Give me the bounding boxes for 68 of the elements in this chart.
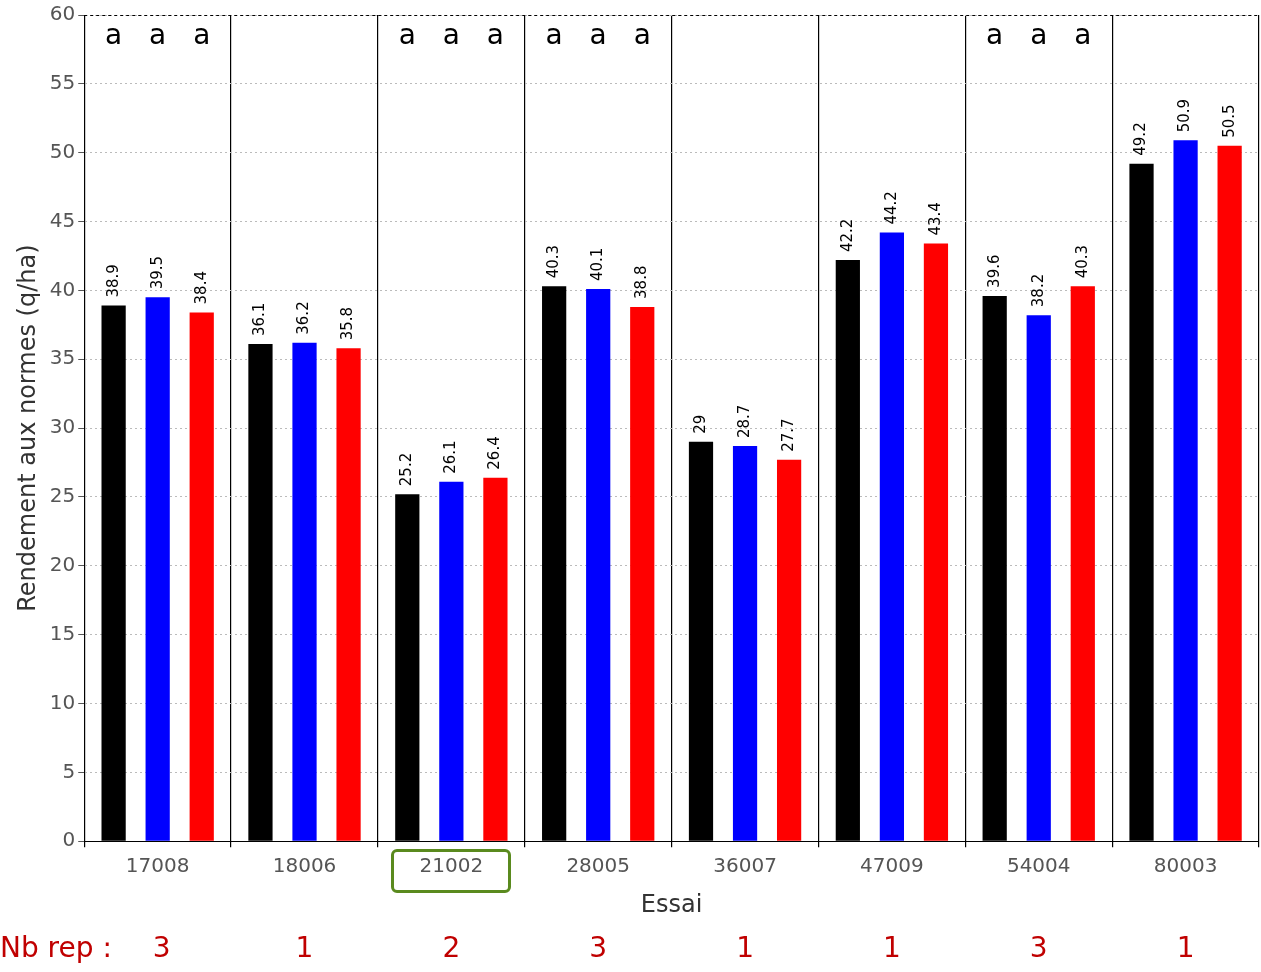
- data-label: 28.7: [734, 404, 753, 438]
- bar: [776, 459, 802, 841]
- data-label: 35.8: [338, 306, 357, 341]
- data-label: 38.4: [191, 271, 210, 305]
- data-label: 29: [690, 414, 709, 434]
- annotation: a a a: [986, 18, 1092, 52]
- y-tick-label: 0: [62, 827, 76, 852]
- data-label: 26.1: [441, 440, 460, 474]
- bar: [923, 243, 949, 841]
- data-label: 36.1: [250, 302, 269, 337]
- data-label: 36.2: [294, 301, 313, 335]
- x-axis-title: Essai: [640, 889, 703, 918]
- bar: [336, 348, 361, 841]
- bar: [1026, 315, 1051, 841]
- bar: [732, 446, 758, 841]
- data-label: 49.2: [1131, 122, 1150, 156]
- data-label: 38.8: [632, 265, 651, 299]
- data-label: 42.2: [837, 218, 856, 253]
- data-label: 27.7: [778, 418, 797, 452]
- y-axis-title: Rendement aux normes (q/ha): [12, 244, 41, 612]
- x-tick-label: 47009: [860, 853, 924, 878]
- annotation: a a a: [545, 18, 651, 52]
- data-label: 26.4: [485, 436, 504, 470]
- x-tick-label: 54004: [1006, 853, 1071, 878]
- annotation: a a a: [105, 18, 211, 52]
- x-tick-label: 80003: [1153, 853, 1218, 878]
- bar: [879, 232, 905, 841]
- x-tick-label: 28005: [566, 853, 631, 878]
- y-tick-label: 50: [49, 138, 76, 163]
- data-label: 44.2: [881, 191, 900, 225]
- data-label: 25.2: [397, 452, 416, 487]
- data-label: 50.5: [1219, 104, 1238, 138]
- y-tick-label: 40: [49, 276, 76, 301]
- y-tick-label: 25: [49, 483, 76, 508]
- bar: [292, 342, 317, 841]
- bar: [145, 297, 170, 841]
- data-label: 39.5: [147, 255, 166, 290]
- data-label: 43.4: [925, 202, 944, 236]
- bar: [189, 312, 214, 841]
- data-label: 38.9: [103, 264, 122, 298]
- bar: [630, 306, 655, 841]
- y-tick-label: 55: [49, 70, 76, 95]
- x-tick-label: 36007: [713, 853, 777, 878]
- bar: [483, 477, 508, 841]
- data-label: 40.3: [544, 244, 563, 279]
- y-tick-label: 20: [49, 552, 76, 576]
- data-label: 39.6: [984, 254, 1003, 288]
- bar: [1217, 145, 1242, 841]
- data-label: 50.9: [1175, 98, 1194, 133]
- bar: [1070, 286, 1095, 841]
- x-tick-label: 21002: [419, 853, 484, 878]
- x-tick-label: 17008: [125, 853, 190, 878]
- y-tick-label: 15: [49, 620, 76, 645]
- data-label: 40.1: [588, 247, 607, 282]
- data-label: 38.2: [1028, 273, 1047, 308]
- bar: [439, 481, 464, 841]
- bar: [586, 289, 611, 841]
- y-tick-label: 30: [49, 414, 76, 439]
- x-tick-label: 18006: [272, 853, 337, 878]
- y-tick-label: 5: [62, 758, 76, 783]
- y-tick-label: 45: [49, 207, 76, 232]
- y-tick-label: 60: [49, 1, 76, 26]
- annotation: a a a: [398, 18, 504, 52]
- text: Nb rep : 3 1 2 3 1 1 3 1: [0, 931, 1195, 965]
- bar: [1173, 140, 1198, 841]
- y-tick-label: 35: [49, 345, 76, 370]
- y-tick-label: 10: [49, 689, 76, 714]
- data-label: 40.3: [1072, 244, 1091, 279]
